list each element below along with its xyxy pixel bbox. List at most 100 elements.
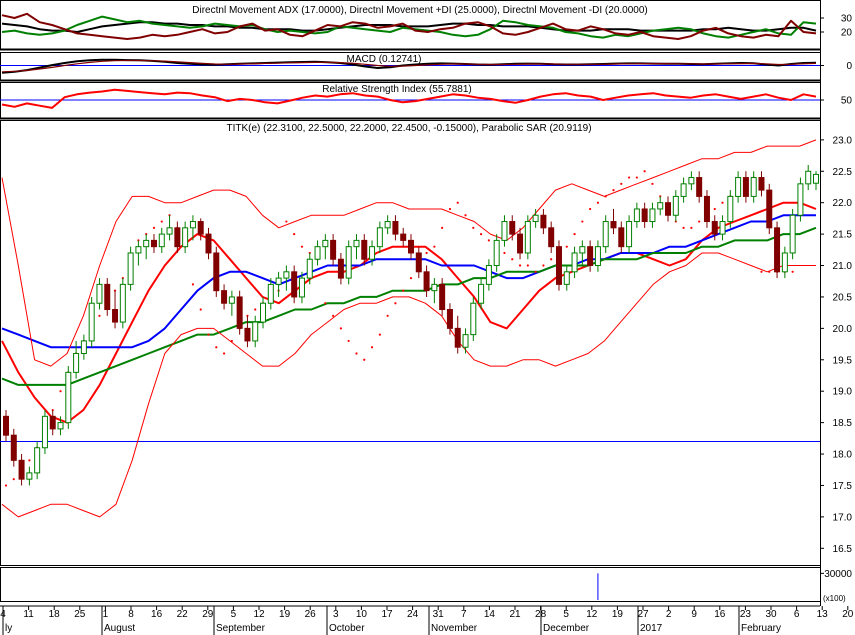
- candle-body-67: [524, 221, 531, 254]
- x-month-label-6: 2017: [640, 623, 663, 634]
- candle-body-40: [314, 246, 321, 260]
- x-day-label-2: 18: [49, 609, 61, 620]
- x-day-label-11: 19: [279, 609, 291, 620]
- panel-frame-4: [0, 567, 821, 602]
- sar-dot-60: [472, 226, 475, 229]
- adx-axis-tick-label-0: 30: [841, 14, 853, 25]
- candle-body-66: [517, 233, 524, 254]
- x-day-label-24: 19: [612, 609, 624, 620]
- macd-title: MACD (0.12741): [346, 54, 421, 65]
- sar-dot-51: [402, 289, 405, 292]
- candle-body-18: [143, 239, 150, 248]
- candle-body-96: [750, 177, 757, 197]
- candle-body-27: [213, 252, 220, 292]
- x-month-label-5: December: [543, 623, 590, 634]
- price-axis-tick-label-11: 17.5: [833, 481, 853, 492]
- sar-dot-38: [300, 245, 304, 248]
- sar-dot-44: [347, 339, 350, 343]
- x-day-label-33: 20: [842, 609, 854, 620]
- sar-dot-77: [604, 195, 607, 198]
- price-axis-tick-label-10: 18.0: [833, 450, 853, 461]
- candle-body-37: [291, 271, 298, 298]
- candle-body-10: [80, 340, 87, 354]
- x-day-label-19: 14: [484, 609, 496, 620]
- x-month-label-4: November: [431, 623, 478, 634]
- candle-body-58: [454, 327, 461, 348]
- sar-dot-78: [612, 189, 615, 192]
- candle-body-56: [439, 283, 446, 311]
- candle-body-1: [10, 434, 17, 461]
- sar-dot-58: [456, 201, 459, 204]
- candle-body-104: [813, 173, 819, 184]
- candle-body-29: [228, 296, 235, 304]
- price-overlay-1: [1, 214, 816, 349]
- sar-dot-47: [370, 346, 374, 349]
- price-overlay-3: [1, 139, 817, 367]
- candle-body-94: [735, 177, 742, 197]
- sar-dot-65: [511, 258, 514, 261]
- candle-body-70: [548, 227, 555, 248]
- volume-axis-tick-label-0: 30000: [824, 569, 852, 580]
- sar-dot-59: [464, 214, 467, 217]
- candle-body-99: [774, 227, 781, 273]
- x-day-label-13: 3: [333, 609, 339, 620]
- rsi-axis-tick-label-0: 50: [841, 96, 853, 107]
- overlay-layer: [0, 12, 820, 600]
- x-day-label-4: 1: [103, 609, 109, 620]
- sar-dot-37: [293, 233, 296, 236]
- x-day-label-32: 13: [817, 609, 829, 620]
- candle-body-15: [119, 283, 126, 323]
- sar-dot-68: [534, 270, 537, 273]
- x-day-label-9: 5: [231, 609, 237, 620]
- sar-dot-69: [542, 264, 545, 267]
- candle-body-14: [112, 309, 119, 323]
- adx-axis-tick-label-1: 20: [841, 28, 853, 39]
- candle-body-68: [532, 214, 539, 223]
- candle-body-64: [501, 221, 508, 241]
- candle-body-82: [641, 208, 648, 223]
- sar-dot-26: [207, 333, 210, 336]
- candle-body-103: [805, 170, 812, 185]
- candle-body-2: [18, 459, 25, 480]
- sar-dot-101: [791, 270, 794, 273]
- candle-body-101: [789, 214, 796, 254]
- candle-body-45: [353, 239, 360, 248]
- candle-body-44: [345, 246, 352, 279]
- sar-dot-54: [425, 251, 428, 255]
- macd-axis-tick-label-0: 0: [846, 61, 852, 72]
- candle-body-90: [703, 195, 710, 223]
- candle-body-48: [376, 227, 383, 248]
- sar-dot-50: [394, 302, 397, 305]
- sar-dot-0: [4, 484, 8, 487]
- sar-dot-82: [643, 170, 646, 173]
- sar-dot-49: [386, 314, 389, 317]
- candle-body-86: [672, 195, 679, 216]
- x-day-label-30: 30: [765, 609, 777, 620]
- rsi-series-0: [1, 88, 817, 109]
- x-day-label-16: 24: [407, 609, 419, 620]
- candle-body-61: [478, 283, 485, 304]
- rsi-title: Relative Strength Index (55.7881): [322, 84, 472, 95]
- candle-body-62: [485, 265, 492, 285]
- price-axis-tick-label-8: 19.0: [833, 387, 853, 398]
- price-axis-tick-label-6: 20.0: [833, 324, 853, 335]
- sar-dot-7: [59, 390, 62, 393]
- candle-body-41: [322, 239, 329, 248]
- candle-body-75: [587, 246, 594, 267]
- x-day-label-25: 27: [637, 609, 649, 620]
- sar-dot-48: [378, 333, 381, 336]
- price-axis-tick-label-5: 20.5: [833, 292, 853, 303]
- sar-dot-39: [308, 251, 311, 255]
- candle-body-12: [96, 283, 103, 304]
- candle-body-87: [680, 183, 687, 197]
- candle-body-54: [423, 271, 430, 292]
- candle-body-9: [73, 352, 80, 373]
- x-month-label-0: ly: [5, 623, 12, 634]
- candle-body-83: [649, 208, 656, 223]
- x-day-label-10: 12: [253, 609, 265, 620]
- candle-body-95: [742, 177, 749, 197]
- candle-body-38: [298, 277, 305, 298]
- candle-body-55: [431, 283, 438, 292]
- sar-dot-70: [550, 258, 553, 261]
- candle-body-57: [446, 309, 453, 329]
